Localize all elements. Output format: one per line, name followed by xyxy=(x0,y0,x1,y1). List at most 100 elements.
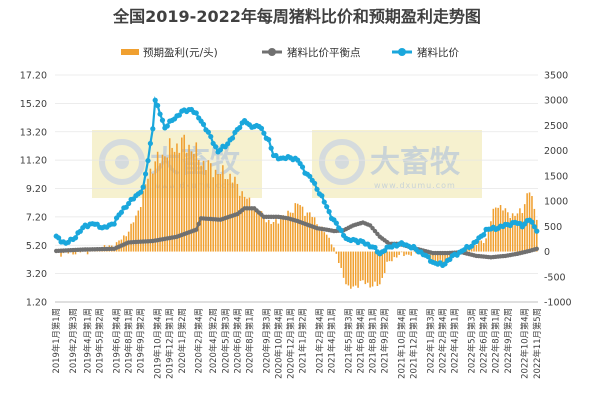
y-right-tick-label: 2500 xyxy=(544,121,568,132)
profit-bar xyxy=(309,212,311,252)
profit-bar xyxy=(217,174,219,252)
profit-bar xyxy=(188,144,190,252)
profit-bar xyxy=(299,205,301,252)
profit-bar xyxy=(405,251,408,255)
ratio-point xyxy=(319,193,325,199)
profit-bar xyxy=(398,251,400,255)
profit-bar xyxy=(200,165,202,252)
x-tick-label: 2022年9月第2周 xyxy=(503,308,513,373)
profit-bar xyxy=(434,251,437,265)
profit-bar xyxy=(149,168,152,252)
x-tick-label: 2020年1月第2周 xyxy=(177,308,187,373)
profit-bar xyxy=(193,153,195,252)
ratio-point xyxy=(258,125,265,131)
profit-bar xyxy=(241,191,243,252)
lines-group xyxy=(53,95,540,269)
profit-bar xyxy=(403,251,405,257)
y-left-tick-label: 7.20 xyxy=(26,212,47,223)
legend-label-profit: 预期盈利(元/头) xyxy=(143,47,218,59)
x-tick-label: 2019年6月第4周 xyxy=(112,308,122,373)
ratio-point xyxy=(200,121,207,127)
profit-bar xyxy=(260,211,263,252)
profit-bar xyxy=(507,212,509,252)
x-tick-label: 2021年2月第4周 xyxy=(314,308,324,373)
profit-bar xyxy=(340,251,342,268)
x-tick-label: 2021年6月第4周 xyxy=(356,308,366,373)
ratio-point xyxy=(142,171,149,177)
profit-bar xyxy=(236,183,239,252)
ratio-point xyxy=(126,200,132,207)
profit-bar xyxy=(318,227,321,252)
profit-bar xyxy=(337,251,340,264)
profit-bar xyxy=(258,213,260,252)
profit-bar xyxy=(304,215,306,252)
profit-bar xyxy=(473,244,475,252)
ratio-point xyxy=(213,144,219,150)
profit-bar xyxy=(470,248,473,252)
profit-bar xyxy=(284,216,287,252)
profit-bar xyxy=(369,251,371,288)
x-tick-label: 2019年4月第1周 xyxy=(83,308,93,373)
profit-bar xyxy=(287,210,289,252)
profit-bar xyxy=(335,251,338,254)
profit-bar xyxy=(67,251,70,254)
profit-bar xyxy=(446,251,449,260)
profit-bar xyxy=(219,173,222,252)
x-tick-label: 2022年4月第1周 xyxy=(450,308,460,373)
profit-bar xyxy=(265,222,268,252)
profit-bar xyxy=(205,170,207,252)
profit-bar xyxy=(253,210,256,252)
profit-bar xyxy=(379,251,381,285)
profit-bar xyxy=(251,209,253,252)
ratio-point xyxy=(118,209,125,215)
profit-bar xyxy=(514,215,516,252)
profit-bar xyxy=(333,247,335,252)
ratio-point xyxy=(205,129,211,135)
y-left-tick-label: 3.20 xyxy=(26,269,47,280)
profit-bar xyxy=(292,212,294,252)
ratio-point xyxy=(150,126,156,132)
profit-bar xyxy=(296,203,299,252)
x-tick-label: 2019年2月第3周 xyxy=(68,308,78,373)
ratio-point xyxy=(164,123,170,129)
ratio-point xyxy=(193,110,199,116)
profit-bar xyxy=(207,160,210,252)
profit-bar xyxy=(521,213,524,252)
y-right-tick-label: 500 xyxy=(544,222,562,233)
profit-bar xyxy=(328,237,330,252)
profit-bar xyxy=(391,251,393,262)
ratio-point xyxy=(152,97,158,103)
ratio-point xyxy=(111,221,117,227)
x-tick-label: 2021年10月第4周 xyxy=(397,308,407,379)
legend-marker-ratio xyxy=(398,48,406,56)
ratio-point xyxy=(155,102,161,109)
x-tick-label: 2019年9月第2周 xyxy=(136,308,146,373)
profit-bar xyxy=(362,251,364,281)
breakeven-point xyxy=(196,221,201,227)
x-tick-label: 2020年8月第1周 xyxy=(244,308,254,373)
profit-bar xyxy=(202,160,205,252)
ratio-point xyxy=(425,254,431,260)
profit-bar xyxy=(248,197,251,252)
x-tick-label: 2020年10月第4周 xyxy=(273,308,283,379)
profit-bar xyxy=(383,251,386,274)
profit-bar xyxy=(168,138,171,252)
profit-bar xyxy=(316,224,318,252)
profit-bar xyxy=(86,251,89,255)
profit-bar xyxy=(60,251,62,257)
profit-bar xyxy=(185,152,188,252)
profit-bar xyxy=(519,208,521,252)
profit-bar xyxy=(72,251,74,255)
ratio-point xyxy=(324,204,330,210)
profit-bar xyxy=(139,207,142,252)
profit-bar xyxy=(345,251,347,285)
y-left-tick-label: 17.20 xyxy=(20,71,47,82)
profit-bar xyxy=(480,240,483,252)
ratio-point xyxy=(208,133,214,140)
profit-bar xyxy=(173,151,176,252)
y-right-tick-label: 1000 xyxy=(544,197,568,208)
x-tick-label: 2020年12月第1周 xyxy=(286,308,296,379)
profit-bar xyxy=(190,151,193,252)
profit-bar xyxy=(395,251,398,258)
profit-bar xyxy=(277,223,280,252)
